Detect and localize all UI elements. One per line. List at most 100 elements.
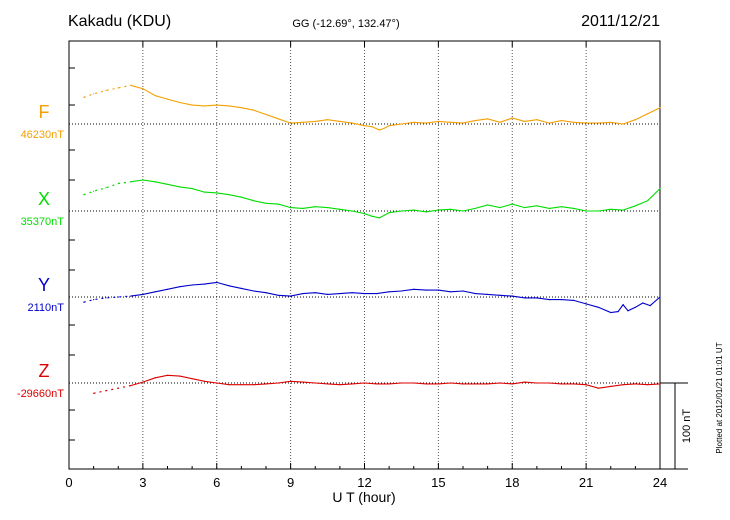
data-point-Z	[302, 381, 304, 383]
data-point-Y	[351, 292, 353, 294]
data-point-X	[487, 204, 489, 206]
data-point-X	[179, 186, 181, 188]
data-point-X	[154, 181, 156, 183]
data-point-Y	[499, 294, 501, 296]
series-line-early-X	[83, 181, 131, 196]
data-point-X	[371, 215, 373, 217]
data-point-Z	[105, 390, 107, 392]
series-line-Z	[130, 374, 661, 389]
data-point-F	[499, 121, 501, 123]
data-point-Z	[290, 380, 292, 382]
data-point-Y	[130, 295, 132, 297]
x-tick-label-24: 24	[653, 475, 667, 490]
data-point-F	[179, 101, 181, 104]
data-point-F	[117, 87, 119, 89]
data-point-Y	[649, 305, 651, 307]
data-point-X	[597, 210, 600, 212]
data-point-F	[371, 126, 373, 128]
data-point-F	[327, 119, 329, 121]
data-point-X	[437, 209, 439, 211]
data-point-X	[511, 203, 513, 205]
data-point-Y	[228, 285, 230, 287]
data-point-Z	[277, 382, 279, 384]
data-point-X	[83, 194, 85, 196]
data-point-Z	[499, 382, 501, 384]
data-point-X	[462, 210, 464, 212]
station-coordinates: GG (-12.69°, 132.47°)	[292, 18, 399, 30]
data-point-F	[413, 121, 415, 123]
series-name-Z: Z	[39, 361, 50, 381]
data-point-X	[327, 207, 329, 209]
data-point-F	[462, 122, 464, 124]
data-point-F	[437, 120, 439, 122]
data-point-F	[400, 123, 402, 125]
data-point-X	[314, 206, 316, 208]
data-point-X	[253, 200, 255, 202]
station-title: Kakadu (KDU)	[68, 13, 171, 30]
data-point-Y	[290, 295, 292, 297]
data-point-F	[203, 105, 205, 107]
data-point-Z	[400, 382, 402, 384]
data-point-Z	[413, 382, 415, 384]
data-point-F	[585, 122, 587, 124]
data-point-X	[351, 210, 353, 212]
data-point-F	[378, 129, 380, 131]
data-point-Z	[487, 383, 489, 385]
data-point-X	[610, 208, 612, 210]
data-point-F	[216, 104, 218, 106]
data-point-Y	[425, 289, 427, 291]
data-point-X	[548, 207, 550, 209]
data-point-Y	[450, 291, 452, 293]
data-point-Z	[240, 384, 242, 386]
data-point-F	[253, 109, 255, 111]
data-point-F	[105, 89, 107, 92]
data-point-Y	[240, 287, 242, 289]
data-point-Y	[203, 283, 205, 285]
data-point-Z	[93, 392, 95, 394]
data-point-Z	[228, 384, 230, 386]
data-point-Z	[191, 378, 193, 380]
series-line-early-F	[83, 84, 131, 98]
data-point-Z	[462, 383, 464, 385]
data-point-Y	[142, 293, 144, 295]
x-tick-label-9: 9	[287, 475, 294, 490]
data-point-Y	[83, 301, 85, 303]
data-point-F	[425, 122, 427, 124]
data-point-Y	[216, 281, 218, 283]
x-tick-label-21: 21	[579, 475, 593, 490]
data-point-Z	[450, 382, 452, 384]
data-point-F	[536, 119, 538, 121]
plotted-timestamp: Plotted at 2012/01/21 01:01 UT	[715, 342, 724, 453]
data-point-Z	[511, 383, 513, 385]
data-point-Z	[253, 384, 255, 386]
data-point-F	[487, 118, 489, 120]
data-point-X	[130, 181, 132, 183]
data-point-F	[93, 93, 95, 95]
data-point-F	[228, 105, 230, 107]
data-point-X	[191, 188, 193, 190]
data-point-Y	[642, 302, 644, 304]
data-point-Z	[634, 383, 637, 385]
x-axis: 0 3 6 9 12 15 18 21 24	[65, 41, 667, 490]
data-point-Z	[351, 383, 353, 385]
data-point-F	[191, 104, 193, 106]
grid-lines	[69, 41, 660, 469]
data-point-F	[265, 113, 267, 116]
data-point-Y	[376, 293, 378, 295]
data-point-Z	[314, 382, 316, 384]
x-tick-label-18: 18	[505, 475, 519, 490]
data-point-Z	[560, 383, 563, 385]
data-point-Y	[627, 310, 629, 312]
data-point-F	[659, 107, 661, 109]
data-point-X	[647, 200, 649, 202]
data-point-F	[560, 120, 563, 122]
baseline-label-Z: -29660nT	[17, 388, 64, 400]
data-point-Y	[363, 293, 366, 295]
scale-bar: 100 nT	[660, 382, 693, 470]
data-point-Y	[105, 297, 107, 299]
baseline-label-Y: 2110nT	[28, 302, 65, 314]
data-point-X	[142, 179, 144, 181]
data-point-Y	[548, 299, 550, 301]
data-point-Z	[597, 387, 600, 389]
data-point-Z	[437, 383, 439, 385]
